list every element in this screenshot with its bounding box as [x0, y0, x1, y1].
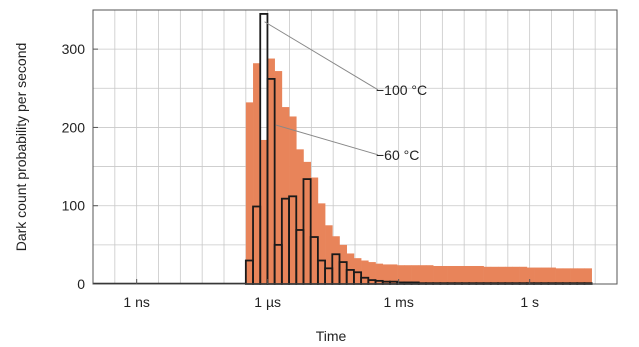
callout-label-minus-60c: −60 °C [376, 147, 419, 163]
bar-minus-60c [289, 116, 297, 285]
bar-minus-60c [454, 265, 463, 284]
bar-minus-60c [425, 265, 434, 284]
bar-minus-60c [346, 253, 355, 284]
bar-minus-60c [505, 266, 513, 284]
bar-minus-60c [303, 161, 311, 284]
bar-minus-60c [534, 267, 542, 284]
bar-minus-60c [325, 225, 333, 284]
bar-minus-60c [404, 265, 412, 284]
bar-minus-60c [382, 264, 391, 284]
bar-minus-60c [260, 139, 268, 284]
y-tick-label: 0 [77, 276, 85, 292]
bar-minus-60c [512, 266, 520, 284]
bar-minus-60c [483, 266, 492, 284]
x-tick-label: 1 µs [254, 294, 281, 310]
bar-minus-60c [310, 177, 319, 284]
bar-minus-60c [353, 258, 362, 284]
bar-minus-60c [541, 267, 549, 284]
bar-minus-60c [490, 266, 499, 284]
bar-minus-60c [577, 268, 585, 284]
bar-minus-60c [411, 265, 420, 284]
bar-minus-60c [253, 63, 261, 285]
bar-minus-60c [469, 265, 477, 284]
callout-leader-minus-100c [264, 21, 379, 91]
bar-minus-60c [274, 71, 283, 284]
callout-leader-minus-60c [275, 124, 379, 156]
bar-minus-60c [584, 268, 592, 284]
bar-minus-60c [368, 262, 376, 284]
annotation-callouts: −100 °C −60 °C [264, 21, 427, 163]
y-tick-label: 100 [62, 198, 86, 214]
x-tick-label: 1 s [520, 294, 539, 310]
bar-minus-60c [332, 236, 340, 284]
x-axis-ticks: 1 ns 1 µs 1 ms 1 s [123, 279, 539, 310]
x-tick-label: 1 ns [123, 294, 149, 310]
bar-minus-60c [375, 263, 384, 284]
bar-minus-60c [447, 265, 456, 284]
bar-minus-60c [317, 203, 326, 284]
bar-minus-60c [361, 260, 369, 284]
bar-minus-60c [440, 265, 448, 284]
bar-minus-60c [433, 265, 441, 284]
bar-minus-60c [418, 265, 427, 284]
histogram-bars [93, 58, 592, 285]
y-axis-title: Dark count probability per second [13, 43, 29, 252]
callout-label-minus-100c: −100 °C [376, 82, 427, 98]
y-tick-label: 200 [62, 119, 86, 135]
x-tick-label: 1 ms [383, 294, 413, 310]
bar-minus-60c [562, 268, 571, 284]
bar-minus-60c [461, 265, 470, 284]
bar-minus-60c [548, 267, 556, 284]
y-axis-ticks: 0 100 200 300 [62, 41, 98, 292]
bar-minus-60c [245, 102, 254, 285]
bar-minus-60c [526, 267, 535, 284]
bar-minus-60c [389, 264, 398, 284]
bar-minus-60c [339, 244, 348, 284]
x-axis-title: Time [316, 328, 347, 344]
bar-minus-60c [296, 149, 304, 284]
bar-minus-60c [476, 265, 484, 284]
plot-frame [92, 9, 618, 285]
bar-minus-60c [397, 265, 405, 284]
bar-minus-60c [519, 266, 528, 284]
bar-minus-60c [281, 107, 290, 285]
bar-minus-60c [570, 268, 578, 284]
bar-minus-60c [498, 266, 506, 284]
y-tick-label: 300 [62, 41, 86, 57]
bar-minus-60c [555, 268, 564, 284]
bar-minus-60c [267, 58, 275, 285]
